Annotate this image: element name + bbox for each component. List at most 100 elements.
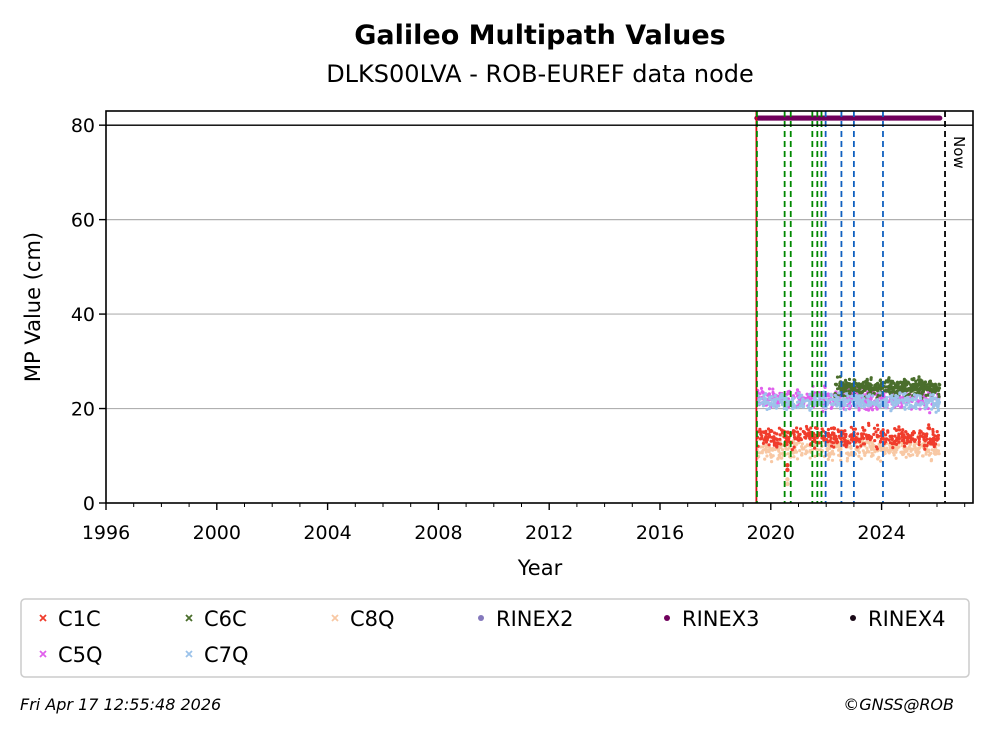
data-point xyxy=(923,434,927,438)
data-point xyxy=(785,463,790,468)
data-point xyxy=(784,396,788,400)
data-point xyxy=(796,400,801,404)
data-point xyxy=(784,436,788,440)
data-point xyxy=(785,477,790,482)
data-point xyxy=(842,436,846,440)
data-point xyxy=(883,451,887,455)
data-point xyxy=(773,393,777,398)
data-point xyxy=(929,437,933,441)
x-tick-label: 2004 xyxy=(303,522,351,544)
data-point xyxy=(884,401,888,405)
data-point xyxy=(767,432,771,436)
data-point xyxy=(903,405,907,410)
data-point xyxy=(861,449,865,453)
data-point xyxy=(917,400,921,404)
data-point xyxy=(914,379,918,383)
data-point xyxy=(934,410,938,414)
data-point xyxy=(758,427,762,431)
data-point xyxy=(785,392,789,396)
data-point xyxy=(799,403,803,407)
data-point xyxy=(865,379,869,383)
data-point xyxy=(829,436,833,440)
data-point xyxy=(924,398,928,402)
data-point xyxy=(803,432,807,436)
data-point xyxy=(861,426,865,430)
data-point xyxy=(910,438,914,442)
data-point xyxy=(821,429,825,433)
data-point xyxy=(821,405,826,409)
data-point xyxy=(856,432,860,436)
data-point xyxy=(842,443,846,447)
data-point xyxy=(927,453,931,457)
data-point xyxy=(884,433,888,437)
data-point xyxy=(854,388,858,393)
data-point xyxy=(877,434,881,438)
data-point xyxy=(927,385,931,389)
data-point xyxy=(921,432,925,436)
data-point xyxy=(845,456,850,460)
data-point xyxy=(860,401,864,405)
data-point xyxy=(929,382,933,386)
data-point xyxy=(865,446,869,450)
data-point xyxy=(812,438,817,442)
data-point xyxy=(826,392,830,396)
data-point xyxy=(896,428,900,432)
data-point xyxy=(772,443,777,447)
data-point xyxy=(894,391,898,395)
data-point xyxy=(785,467,790,473)
data-point xyxy=(866,440,871,444)
data-point xyxy=(913,439,917,443)
data-point xyxy=(791,450,795,454)
data-point xyxy=(865,394,869,398)
data-point xyxy=(800,399,804,403)
data-point xyxy=(902,441,907,445)
data-point xyxy=(776,401,780,405)
data-point xyxy=(918,388,922,392)
data-point xyxy=(931,388,936,392)
data-point xyxy=(924,393,928,397)
data-point xyxy=(846,394,850,398)
data-point xyxy=(915,453,919,457)
data-point xyxy=(797,433,801,437)
data-point xyxy=(776,456,780,461)
data-point xyxy=(887,387,892,391)
data-point xyxy=(792,455,796,459)
footer-credit: ©GNSS@ROB xyxy=(843,695,954,714)
data-point xyxy=(857,400,861,404)
data-point xyxy=(844,389,848,393)
data-point xyxy=(845,459,849,463)
data-point xyxy=(758,451,762,455)
data-point xyxy=(908,387,912,391)
data-point xyxy=(936,406,940,410)
data-point xyxy=(805,443,809,447)
data-point xyxy=(921,454,925,458)
data-point xyxy=(786,452,790,456)
data-point xyxy=(779,428,784,432)
data-point xyxy=(767,406,772,411)
y-tick-label: 60 xyxy=(71,210,95,232)
data-point xyxy=(817,395,821,399)
data-point xyxy=(804,449,808,453)
data-point xyxy=(885,385,889,389)
data-point xyxy=(901,452,905,457)
data-point xyxy=(839,436,843,441)
chart-subtitle: DLKS00LVA - ROB-EUREF data node xyxy=(326,60,754,88)
data-point xyxy=(791,407,795,411)
data-point xyxy=(870,441,875,445)
x-tick-label: 2000 xyxy=(193,522,241,544)
data-point xyxy=(911,433,915,437)
x-tick-label: 2024 xyxy=(857,522,905,544)
data-point xyxy=(832,402,836,406)
data-point xyxy=(847,407,852,411)
data-point xyxy=(858,384,862,389)
legend-swatch xyxy=(185,650,193,658)
data-point xyxy=(806,405,811,409)
data-point xyxy=(767,435,772,439)
data-point xyxy=(774,437,779,441)
data-point xyxy=(846,452,850,456)
data-point xyxy=(919,396,923,401)
data-point xyxy=(762,431,767,435)
data-point xyxy=(885,398,889,402)
data-point xyxy=(878,378,883,382)
data-point xyxy=(795,426,799,430)
